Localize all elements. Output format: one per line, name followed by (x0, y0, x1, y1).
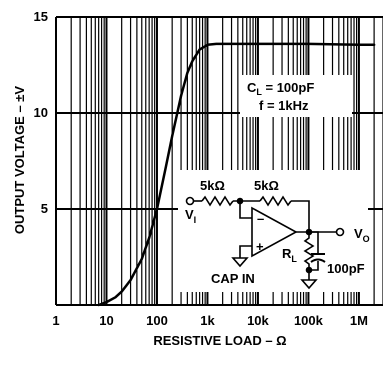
vout-label: VO (354, 226, 370, 244)
annotation-background (240, 75, 352, 117)
y-tick-label: 5 (41, 201, 48, 216)
x-tick-label: 1 (52, 313, 59, 328)
inverting-input-wire (239, 201, 252, 219)
y-tick-label: 15 (34, 9, 48, 24)
noninverting-input-wire (239, 245, 252, 258)
cap-in-label: CAP IN (211, 271, 255, 286)
x-tick-label: 1M (350, 313, 368, 328)
cap-ground-wire (308, 261, 319, 280)
ground-symbol-input (231, 257, 249, 268)
x-tick-label: 10 (99, 313, 113, 328)
annotation-cl: CL = 100pF (247, 80, 314, 97)
x-tick-label: 10k (247, 313, 269, 328)
opamp-symbol (251, 206, 298, 258)
opamp-minus-label: – (257, 211, 264, 226)
cap-wire (309, 231, 319, 254)
r-in-label: 5kΩ (200, 178, 225, 193)
y-tick-label: 10 (34, 105, 48, 120)
test-circuit (178, 170, 368, 292)
cap-plate-bottom (310, 258, 326, 263)
r-f-label: 5kΩ (254, 178, 279, 193)
vin-terminal (185, 196, 195, 206)
r-in-resistor (201, 195, 234, 207)
x-tick-label: 100 (146, 313, 168, 328)
feedback-wire (291, 200, 310, 232)
rl-label: RL (282, 246, 297, 264)
x-tick-label: 1k (200, 313, 215, 328)
ground-symbol-output (300, 279, 318, 290)
r-f-resistor (259, 195, 292, 207)
cap-value-label: 100pF (327, 261, 365, 276)
annotation-box: CL = 100pF f = 1kHz (240, 75, 352, 117)
annotation-frequency: f = 1kHz (259, 98, 309, 113)
x-axis-title: RESISTIVE LOAD – Ω (153, 333, 286, 348)
circuit-labels: 5kΩ 5kΩ VI VO RL CAP IN 100pF – + (185, 178, 370, 286)
y-axis-title: OUTPUT VOLTAGE – ±V (12, 86, 27, 235)
tick-labels: 1 10 100 1k 10k 100k 1M 5 10 15 (34, 9, 368, 328)
rl-resistor (303, 232, 315, 270)
vin-label: VI (185, 207, 196, 225)
x-tick-label: 100k (294, 313, 324, 328)
opamp-plus-label: + (256, 239, 264, 254)
vout-terminal (335, 227, 345, 237)
series-line (97, 42, 376, 307)
